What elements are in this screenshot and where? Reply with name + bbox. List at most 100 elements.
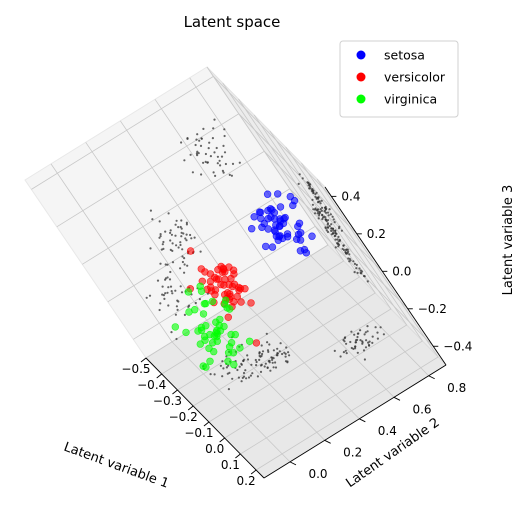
projection-point (183, 271, 186, 274)
projection-point (334, 229, 337, 232)
projection-point (284, 355, 287, 358)
projection-point (167, 304, 170, 307)
grid-line-y (189, 77, 429, 377)
projection-point (355, 263, 358, 266)
projection-point (227, 388, 230, 391)
projection-point (219, 164, 222, 167)
grid-line-z (107, 188, 409, 310)
z-tick-label: 0.4 (341, 189, 360, 203)
data-point-setosa (267, 213, 275, 221)
data-point-virginica (201, 336, 209, 344)
projection-point (326, 230, 330, 234)
projection-point (356, 271, 359, 274)
projection-point (353, 271, 356, 274)
projection-point (246, 358, 250, 361)
projection-point (255, 364, 258, 367)
projection-point (337, 235, 340, 238)
x-tick-label: −0.1 (184, 426, 213, 440)
projection-point (317, 210, 320, 213)
projection-point (183, 263, 186, 266)
projection-point (189, 233, 192, 237)
projection-point (206, 161, 209, 164)
projection-point (189, 153, 192, 156)
projection-point (312, 191, 315, 195)
projection-point (180, 219, 183, 222)
projection-point (328, 225, 331, 228)
projection-point (308, 183, 311, 186)
projection-point (334, 246, 337, 249)
z-tick-label: 0.2 (367, 227, 386, 241)
projection-point (258, 358, 261, 361)
projection-point (213, 151, 216, 154)
z-axis-label: Latent variable 3 (501, 185, 516, 296)
projection-point (162, 240, 165, 244)
projection-point (183, 257, 186, 260)
projection-point (324, 207, 328, 211)
projection-point (286, 360, 289, 363)
projection-point (209, 373, 212, 376)
projection-point (183, 159, 186, 162)
projection-point (333, 235, 336, 238)
projection-point (326, 222, 330, 225)
grid-line-z (31, 75, 332, 197)
projection-point (330, 223, 333, 226)
projection-point (184, 237, 187, 240)
data-point-virginica (227, 330, 235, 339)
projection-point (180, 235, 183, 238)
projection-point (265, 332, 268, 335)
projection-point (216, 155, 219, 158)
projection-point (245, 377, 248, 380)
projection-point (227, 364, 230, 367)
projection-point (334, 238, 337, 241)
projection-point (269, 369, 272, 372)
projection-point (324, 205, 327, 209)
projection-point (355, 267, 358, 270)
projection-point (181, 255, 184, 258)
data-point-virginica (208, 297, 217, 306)
data-point-setosa (308, 232, 316, 240)
projection-point (313, 208, 317, 211)
projection-point (352, 347, 355, 350)
x-tick (235, 453, 241, 459)
projection-point (171, 261, 175, 264)
projection-point (356, 338, 359, 341)
projection-point (332, 229, 335, 232)
projection-point (208, 141, 211, 144)
projection-point (311, 198, 314, 201)
projection-point (149, 247, 152, 250)
grid-line-z (133, 225, 434, 347)
projection-point (170, 233, 173, 236)
projection-point (357, 332, 360, 335)
data-point-virginica (205, 344, 213, 353)
x-tick-label: 0.1 (221, 458, 240, 472)
projection-point (272, 357, 275, 360)
projection-point (164, 230, 167, 233)
projection-point (164, 263, 167, 266)
projection-point (167, 286, 170, 289)
projection-point (319, 208, 322, 211)
projection-point (182, 232, 185, 235)
projection-point (256, 375, 259, 378)
projection-point (326, 226, 329, 229)
data-point-virginica (225, 343, 234, 351)
data-point-virginica (230, 360, 238, 369)
projection-point (212, 171, 215, 174)
projection-point (321, 213, 324, 216)
projection-point (288, 354, 291, 357)
data-point-virginica (216, 315, 224, 324)
legend-entry-virginica: virginica (384, 92, 437, 107)
data-point-virginica (245, 337, 254, 345)
data-point-setosa (263, 190, 272, 198)
y-tick-label: 0.2 (343, 445, 362, 459)
y-tick (428, 375, 435, 380)
projection-point (145, 296, 148, 299)
data-point-virginica (213, 326, 221, 334)
projection-point (334, 231, 337, 234)
projection-point (337, 227, 341, 230)
projection-point (194, 301, 197, 305)
projection-point (276, 352, 279, 355)
projection-point (350, 330, 353, 333)
projection-point (196, 154, 199, 157)
projection-point (199, 144, 203, 147)
axis-lines (145, 186, 447, 479)
